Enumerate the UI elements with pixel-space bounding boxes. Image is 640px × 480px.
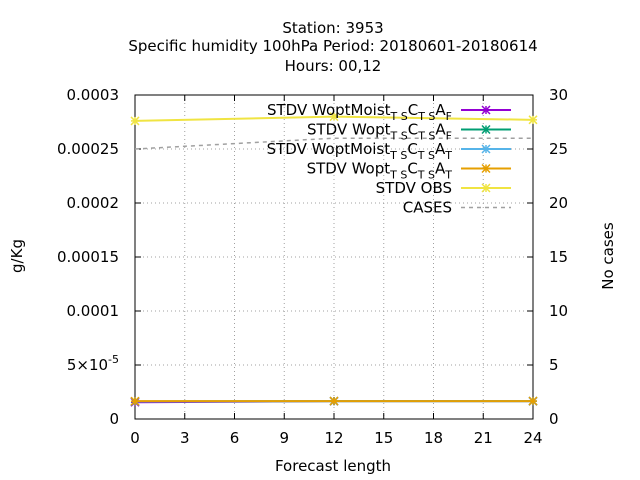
legend-entry: CASES xyxy=(403,199,511,217)
y2-tick-label: 25 xyxy=(549,140,568,158)
y2-tick-label: 30 xyxy=(549,86,568,104)
x-tick-label: 15 xyxy=(374,429,393,447)
series-layer xyxy=(130,112,538,407)
data-point xyxy=(130,116,140,126)
legend-entry: STDV WoptMoistT SCT SAT xyxy=(267,140,511,162)
data-point xyxy=(528,396,538,406)
legend-entry: STDV WoptMoistT SCT SAF xyxy=(267,101,511,123)
legend-entry: STDV WoptT SCT SAT xyxy=(307,160,511,182)
title-line-variable-period: Specific humidity 100hPa Period: 2018060… xyxy=(128,37,537,55)
series-4 xyxy=(130,112,538,126)
title-line-station: Station: 3953 xyxy=(282,19,383,37)
legend-marker xyxy=(481,105,491,115)
y2-tick-label: 20 xyxy=(549,194,568,212)
legend-entry: STDV WoptT SCT SAF xyxy=(307,121,511,143)
y2-tick-label: 10 xyxy=(549,302,568,320)
series-5 xyxy=(134,137,533,150)
x-tick-label: 3 xyxy=(180,429,190,447)
x-tick-label: 0 xyxy=(130,429,140,447)
series-3 xyxy=(130,396,538,406)
legend-entry: STDV OBS xyxy=(376,179,511,197)
x-tick-label: 18 xyxy=(424,429,443,447)
series-line xyxy=(134,137,533,150)
legend-marker xyxy=(481,183,491,193)
y2-tick-label: 15 xyxy=(549,248,568,266)
y2-axis-label: No cases xyxy=(599,222,617,290)
x-tick-label: 24 xyxy=(523,429,542,447)
x-axis-label: Forecast length xyxy=(275,457,391,475)
y-tick-label: 5×10-5 xyxy=(67,353,119,374)
data-point xyxy=(329,396,339,406)
y2-tick-label: 5 xyxy=(549,356,559,374)
data-point xyxy=(528,115,538,125)
legend-label: STDV WoptMoistT SCT SAF xyxy=(267,101,452,123)
title-line-hours: Hours: 00,12 xyxy=(285,57,382,75)
axes: 0 3 6 9 12 15 18 21 24 0 5×10-5 0.0001 0.00015 0.0002… xyxy=(57,86,568,447)
y-tick-label: 0.0002 xyxy=(67,194,120,212)
y-tick-label: 0 xyxy=(109,410,119,428)
legend-label: STDV OBS xyxy=(376,179,452,197)
legend-marker xyxy=(481,124,491,135)
legend-label: STDV WoptT SCT SAF xyxy=(307,121,452,143)
chart-title: Station: 3953 Specific humidity 100hPa P… xyxy=(128,19,537,75)
legend-marker xyxy=(481,144,491,154)
legend-label: CASES xyxy=(403,199,452,217)
data-point xyxy=(329,112,339,122)
data-point xyxy=(130,396,140,406)
y-tick-label: 0.00015 xyxy=(57,248,119,266)
y2-tick-label: 0 xyxy=(549,410,559,428)
legend-label: STDV WoptT SCT SAT xyxy=(307,160,453,182)
legend-label: STDV WoptMoistT SCT SAT xyxy=(267,140,453,162)
legend-marker xyxy=(481,163,491,174)
y-axis-label: g/Kg xyxy=(8,239,26,273)
x-tick-label: 21 xyxy=(474,429,493,447)
y-tick-label: 0.00025 xyxy=(57,140,119,158)
x-tick-label: 6 xyxy=(230,429,240,447)
y-tick-label: 0.0001 xyxy=(67,302,120,320)
x-tick-label: 12 xyxy=(324,429,343,447)
x-tick-label: 9 xyxy=(279,429,289,447)
y-tick-label: 0.0003 xyxy=(67,86,120,104)
